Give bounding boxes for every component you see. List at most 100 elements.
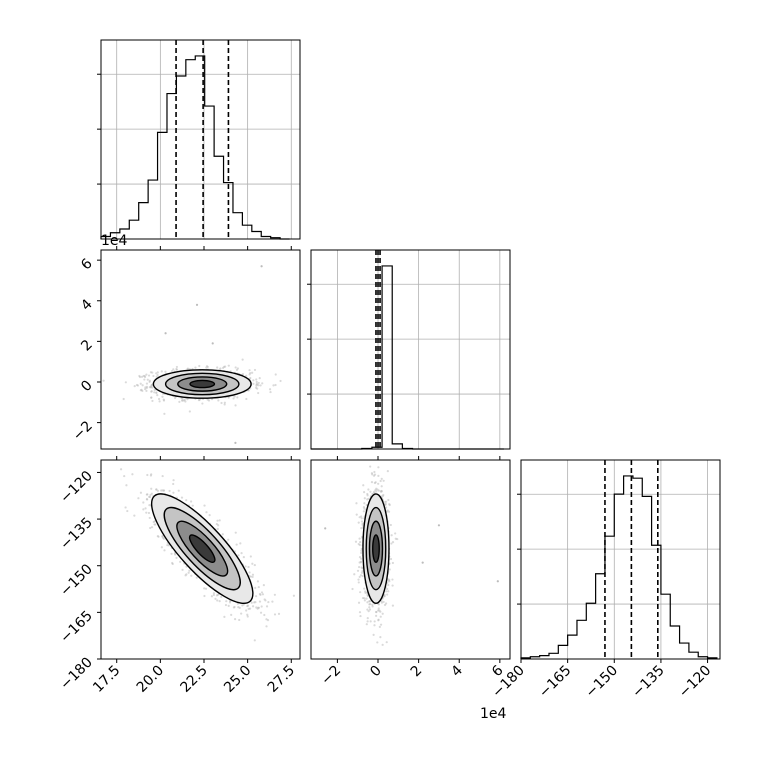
- scatter-outlier: [496, 580, 499, 583]
- scatter-point: [357, 565, 361, 569]
- scatter-point: [268, 388, 272, 391]
- scatter-point: [157, 535, 160, 538]
- scatter-point: [377, 618, 380, 621]
- scatter-point: [220, 595, 223, 598]
- scatter-point: [359, 591, 362, 594]
- scatter-point: [172, 368, 175, 371]
- scatter-point: [365, 623, 368, 626]
- scatter-point: [274, 373, 277, 376]
- scatter-point: [181, 399, 184, 402]
- hist-panel-p2-frame: [520, 459, 721, 660]
- scatter-point: [380, 477, 383, 480]
- scatter-outlier: [260, 265, 263, 268]
- scatter-outlier: [324, 527, 327, 530]
- scatter-point: [379, 615, 382, 618]
- hist-panel-p1-frame: [310, 249, 511, 450]
- scatter-point: [218, 600, 221, 603]
- scatter-point: [126, 509, 129, 513]
- scatter-point: [215, 594, 219, 597]
- scatter-point: [246, 613, 249, 616]
- scatter-panel-p1-p2-bg: [311, 460, 510, 659]
- scatter-point: [141, 384, 144, 387]
- scatter-point: [123, 474, 126, 478]
- scatter-point: [185, 499, 188, 502]
- scatter-point: [357, 578, 360, 581]
- scatter-point: [361, 569, 364, 573]
- scatter-point: [156, 371, 159, 374]
- scatter-point: [391, 604, 395, 607]
- scatter-point: [355, 513, 358, 516]
- scatter-point: [375, 610, 378, 614]
- scale-label-p1-y: 1e4: [101, 233, 128, 249]
- scatter-point: [204, 587, 208, 590]
- scatter-panel-p0-p1: [100, 249, 301, 450]
- scatter-point: [223, 403, 226, 406]
- scatter-point: [238, 618, 241, 622]
- scatter-point: [247, 565, 250, 569]
- scatter-point: [172, 491, 175, 494]
- scatter-point: [255, 380, 258, 384]
- scatter-point: [366, 616, 369, 620]
- scatter-point: [242, 556, 245, 559]
- scatter-point: [241, 358, 244, 361]
- scatter-point: [147, 511, 151, 515]
- contour-line-0: [372, 534, 380, 563]
- scatter-point: [394, 532, 397, 535]
- scatter-point: [201, 402, 204, 405]
- scatter-point: [260, 591, 264, 594]
- scatter-point: [363, 587, 366, 590]
- scatter-point: [388, 568, 391, 571]
- scatter-point: [260, 605, 263, 608]
- scatter-point: [125, 484, 128, 487]
- scatter-point: [168, 489, 171, 493]
- scatter-point: [370, 480, 374, 484]
- scatter-point: [258, 600, 262, 603]
- scatter-point: [261, 382, 264, 385]
- scatter-point: [149, 493, 152, 497]
- scatter-point: [172, 479, 175, 482]
- contour-line-2: [164, 372, 240, 396]
- scatter-point: [377, 607, 380, 610]
- scatter-point: [153, 391, 156, 394]
- scatter-point: [164, 370, 167, 373]
- scatter-point: [156, 373, 159, 377]
- scale-label-p1-x: 1e4: [480, 706, 507, 722]
- scatter-point: [145, 389, 148, 392]
- contour-line-1: [176, 520, 229, 577]
- scatter-point: [355, 502, 358, 505]
- scatter-point: [208, 514, 211, 517]
- scatter-point: [387, 498, 390, 502]
- scatter-point: [273, 593, 276, 596]
- hist-panel-p0: [97, 39, 301, 240]
- scatter-point: [358, 611, 362, 614]
- scatter-point: [145, 382, 149, 385]
- scatter-point: [124, 381, 127, 384]
- scatter-point: [145, 511, 148, 514]
- scatter-point: [363, 491, 366, 494]
- scatter-point: [131, 473, 134, 476]
- scatter-point: [263, 598, 266, 601]
- contours-1: [150, 493, 254, 605]
- scatter-point: [259, 384, 262, 387]
- scatter-point: [386, 587, 389, 591]
- scatter-point: [377, 603, 380, 606]
- scatter-point: [155, 372, 158, 375]
- scatter-point: [379, 623, 383, 626]
- scatter-point: [254, 600, 257, 604]
- scatter-point: [385, 500, 388, 503]
- scatter-panel-p1-p2-frame: [310, 459, 511, 660]
- scatter-point: [235, 368, 239, 371]
- scatter-point: [251, 562, 254, 565]
- scatter-point: [358, 537, 361, 540]
- scatter-point: [389, 557, 393, 561]
- scatter-point: [364, 590, 367, 593]
- scatter-outlier: [234, 441, 237, 445]
- scatter-point: [252, 382, 255, 385]
- scatter-point: [252, 379, 255, 382]
- scatter-point: [214, 597, 217, 600]
- scatter-point: [263, 613, 266, 617]
- scatter-point: [205, 365, 209, 368]
- scatter-point: [254, 595, 258, 598]
- scatter-point: [253, 639, 256, 642]
- scatter-outlier: [437, 524, 441, 527]
